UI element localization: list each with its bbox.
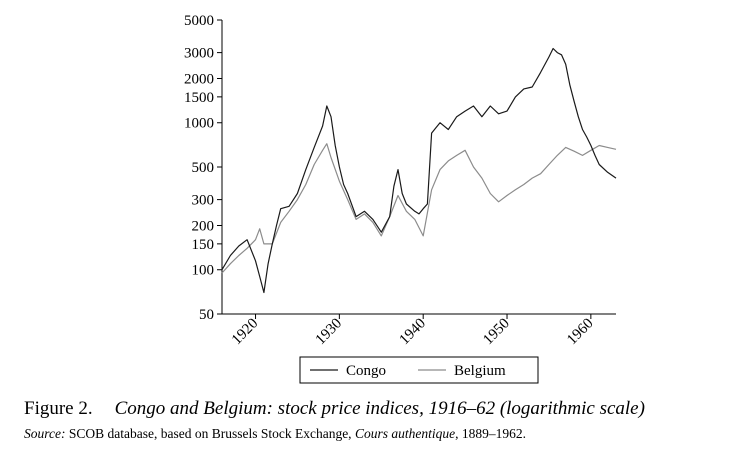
y-tick-label: 50 xyxy=(199,307,214,323)
y-tick-label: 2000 xyxy=(184,71,214,87)
y-tick-label: 500 xyxy=(192,160,215,176)
source-text-b: , 1889–1962. xyxy=(455,426,526,441)
figure-source: Source: SCOB database, based on Brussels… xyxy=(24,426,526,442)
source-text-a: SCOB database, based on Brussels Stock E… xyxy=(68,426,355,441)
x-tick-label: 1950 xyxy=(480,316,513,349)
y-tick-label: 300 xyxy=(192,193,215,209)
source-italic: Cours authentique xyxy=(354,426,456,441)
legend-label-congo: Congo xyxy=(346,363,386,379)
y-tick-label: 1000 xyxy=(184,116,214,132)
figure-title: Congo and Belgium: stock price indices, … xyxy=(114,398,645,419)
y-tick-label: 200 xyxy=(192,218,215,234)
series-line-belgium xyxy=(221,143,617,274)
y-tick-label: 1500 xyxy=(184,90,214,106)
series-line-congo xyxy=(221,47,617,294)
y-tick-label: 150 xyxy=(192,237,215,253)
chart-legend: Congo Belgium xyxy=(299,356,539,384)
x-tick-label: 1940 xyxy=(396,316,429,349)
x-tick-label: 1960 xyxy=(564,316,597,349)
source-label: Source: xyxy=(24,426,66,441)
figure-caption: Figure 2. Congo and Belgium: stock price … xyxy=(24,398,645,420)
legend-label-belgium: Belgium xyxy=(454,363,506,379)
x-tick-label: 1930 xyxy=(313,316,346,349)
y-tick-label: 3000 xyxy=(184,46,214,62)
chart-area: 50 100 150 200 300 500 1000 1500 2000 3000 5000 192… xyxy=(184,13,617,384)
figure-number: Figure 2. xyxy=(24,398,93,419)
y-tick-label: 5000 xyxy=(184,13,214,29)
x-tick-label: 1920 xyxy=(229,316,262,349)
chart-series xyxy=(221,47,617,294)
y-tick-label: 100 xyxy=(192,263,215,279)
